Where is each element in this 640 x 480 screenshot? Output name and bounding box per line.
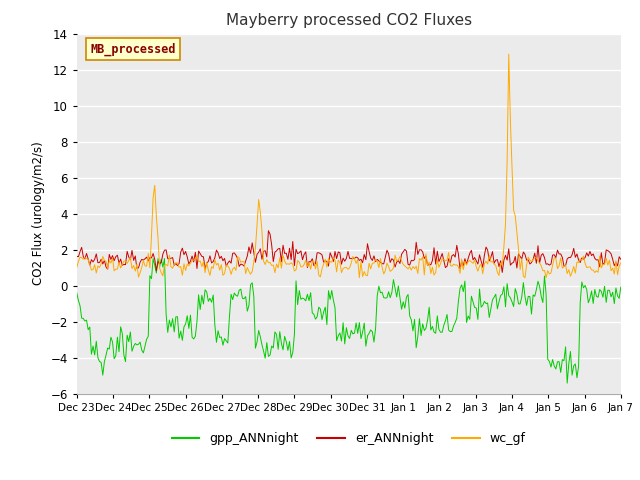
Legend: gpp_ANNnight, er_ANNnight, wc_gf: gpp_ANNnight, er_ANNnight, wc_gf bbox=[167, 427, 531, 450]
Y-axis label: CO2 Flux (urology/m2/s): CO2 Flux (urology/m2/s) bbox=[32, 142, 45, 286]
Text: MB_processed: MB_processed bbox=[90, 43, 176, 56]
Title: Mayberry processed CO2 Fluxes: Mayberry processed CO2 Fluxes bbox=[226, 13, 472, 28]
